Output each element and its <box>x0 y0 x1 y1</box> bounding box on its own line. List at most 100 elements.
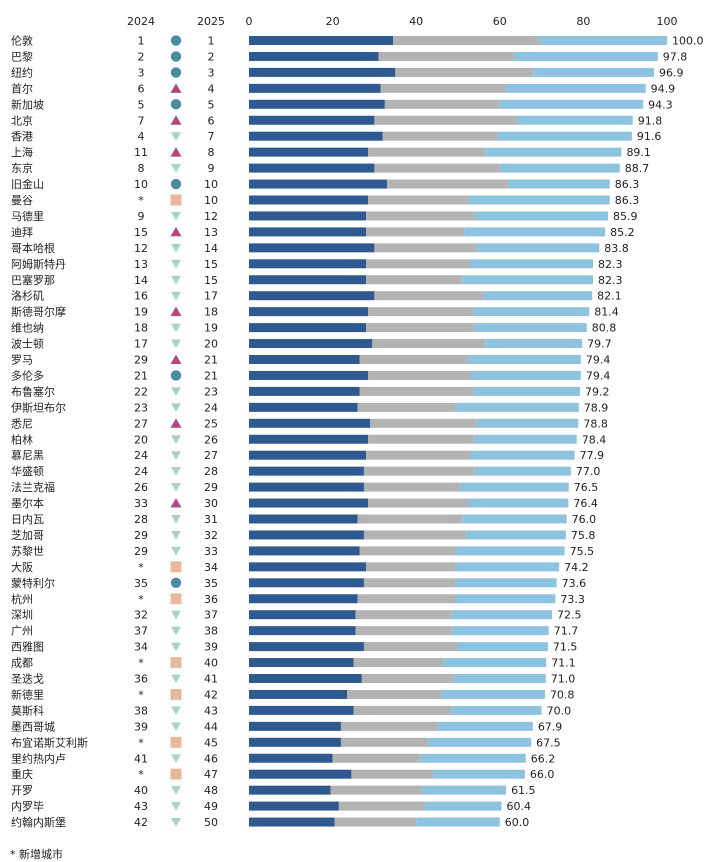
rank-down-triangle-icon <box>171 387 181 396</box>
total-score-label: 81.4 <box>594 306 619 319</box>
rank-down-triangle-icon <box>171 818 181 827</box>
bar-segment-3 <box>468 195 610 205</box>
total-score-label: 78.9 <box>584 401 609 414</box>
x-tick-label: 0 <box>246 15 253 28</box>
bar-segment-2 <box>366 227 465 237</box>
bar-segment-1 <box>249 785 331 795</box>
bar-segment-3 <box>468 498 569 508</box>
rank-2025: 26 <box>204 433 218 446</box>
rank-2024: * <box>138 657 144 670</box>
bar-segment-3 <box>470 370 581 380</box>
rank-down-triangle-icon <box>171 259 181 269</box>
bar-segment-2 <box>332 753 421 763</box>
total-score-label: 70.0 <box>547 704 572 717</box>
bar-segment-1 <box>249 115 375 125</box>
rank-2025: 27 <box>204 449 218 462</box>
bar-segment-3 <box>472 307 590 317</box>
bar-segment-3 <box>424 801 502 811</box>
rank-down-triangle-icon <box>171 243 181 253</box>
city-label: 伦敦 <box>11 34 33 48</box>
rank-2024: 18 <box>134 322 148 335</box>
bar-segment-3 <box>420 753 526 763</box>
rank-up-triangle-icon <box>170 418 182 428</box>
chart-row: 罗马 29 21 79.4 <box>11 354 610 367</box>
bar-segment-1 <box>249 402 358 412</box>
bar-segment-1 <box>249 323 367 333</box>
total-score-label: 79.4 <box>586 354 611 367</box>
rank-2025: 35 <box>204 577 218 590</box>
bar-segment-3 <box>476 243 600 253</box>
rank-up-triangle-icon <box>170 354 182 364</box>
rank-2024: 34 <box>134 641 148 654</box>
rank-2025: 13 <box>204 226 218 239</box>
rank-2025: 50 <box>204 816 218 829</box>
city-label: 斯德哥尔摩 <box>11 305 66 319</box>
bar-segment-2 <box>363 466 475 476</box>
bar-segment-1 <box>249 610 356 620</box>
bar-segment-2 <box>368 195 469 205</box>
bar-segment-1 <box>249 99 385 109</box>
bar-segment-1 <box>249 211 367 221</box>
chart-row: 旧金山 10 10 86.3 <box>11 177 639 191</box>
chart-row: 新德里 * 42 70.8 <box>11 687 574 701</box>
chart-row: 东京 8 9 88.7 <box>11 161 649 175</box>
rank-2025: 18 <box>204 306 218 319</box>
chart-row: 新加坡 5 5 94.3 <box>11 97 673 111</box>
footnote: * 新增城市 <box>10 848 63 861</box>
city-label: 广州 <box>11 625 33 638</box>
city-label: 开罗 <box>11 784 33 797</box>
rank-2024: * <box>138 688 144 701</box>
rank-down-triangle-icon <box>171 132 181 141</box>
rank-2025: 32 <box>204 529 218 542</box>
bar-segment-2 <box>330 785 423 795</box>
rank-up-triangle-icon <box>170 83 182 93</box>
city-label: 首尔 <box>11 81 33 95</box>
bar-segment-3 <box>539 36 667 45</box>
rank-2024: 16 <box>134 290 148 303</box>
bar-segment-1 <box>249 737 341 747</box>
total-score-label: 71.1 <box>551 657 576 670</box>
rank-2024: 12 <box>134 242 148 255</box>
rank-2024: 13 <box>134 258 148 271</box>
x-tick-label: 100 <box>657 15 678 28</box>
total-score-label: 77.9 <box>580 449 605 462</box>
rank-2025: 37 <box>204 609 218 622</box>
bar-segment-3 <box>508 179 610 189</box>
rank-2025: 5 <box>208 98 215 111</box>
city-label: 维也纳 <box>11 322 44 335</box>
bar-segment-1 <box>249 594 358 604</box>
bar-segment-2 <box>359 546 456 556</box>
total-score-label: 82.1 <box>597 290 622 303</box>
chart-row: 纽约 3 3 96.9 <box>11 65 684 79</box>
total-score-label: 82.3 <box>598 274 623 287</box>
bar-segment-1 <box>249 243 375 253</box>
x-tick-label: 60 <box>493 15 507 28</box>
total-score-label: 80.8 <box>592 322 617 335</box>
rank-2024: 38 <box>134 704 148 717</box>
total-score-label: 73.3 <box>560 593 585 606</box>
rank-2025: 43 <box>204 704 218 717</box>
total-score-label: 78.4 <box>582 433 607 446</box>
city-label: 上海 <box>11 145 33 159</box>
chart-row: 广州 37 38 71.7 <box>11 625 578 638</box>
bar-segment-3 <box>455 402 579 412</box>
bar-segment-3 <box>451 610 553 620</box>
rank-2024: 26 <box>134 481 148 494</box>
bar-segment-2 <box>386 179 509 189</box>
bar-segment-2 <box>363 530 467 540</box>
city-label: 巴塞罗那 <box>11 273 55 287</box>
rank-2025: 25 <box>204 417 218 430</box>
bar-segment-1 <box>249 227 367 237</box>
rank-2025: 7 <box>208 130 215 143</box>
bar-segment-3 <box>428 737 532 747</box>
rank-down-triangle-icon <box>171 642 181 652</box>
total-score-label: 91.8 <box>638 114 663 127</box>
chart-row: 上海 11 8 89.1 <box>11 145 651 159</box>
bar-segment-2 <box>361 674 454 683</box>
chart-row: 斯德哥尔摩 19 18 81.4 <box>11 305 619 319</box>
bar-segment-2 <box>359 386 473 396</box>
bar-segment-1 <box>249 801 339 811</box>
bar-segment-3 <box>437 721 533 731</box>
rank-2025: 8 <box>208 146 215 159</box>
rank-2024: * <box>138 768 144 781</box>
